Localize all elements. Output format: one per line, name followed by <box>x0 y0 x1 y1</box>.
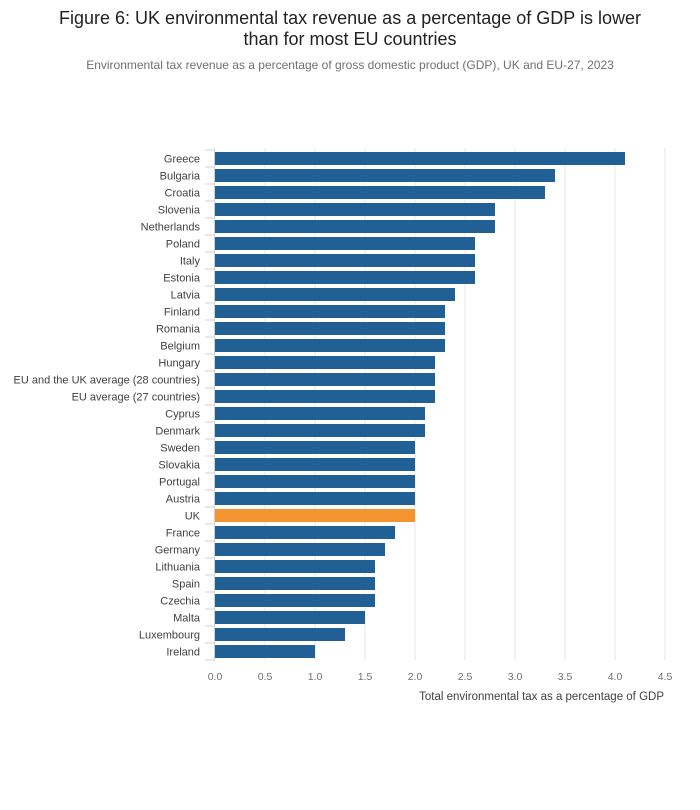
bar <box>215 594 375 607</box>
category-label: EU and the UK average (28 countries) <box>14 375 201 387</box>
category-label: France <box>166 528 200 540</box>
chart-title-line-1: Figure 6: UK environmental tax revenue a… <box>59 8 641 28</box>
bar <box>215 237 475 250</box>
category-label: Finland <box>164 307 200 319</box>
category-label: Denmark <box>155 426 200 438</box>
chart-title: Figure 6: UK environmental tax revenue a… <box>0 8 700 50</box>
x-tick-label: 3.0 <box>508 671 523 683</box>
x-tick-label: 0.0 <box>208 671 223 683</box>
gridlines <box>214 148 666 660</box>
category-label: Czechia <box>160 596 201 608</box>
bar <box>215 577 375 590</box>
x-axis-title: Total environmental tax as a percentage … <box>419 691 664 703</box>
bar <box>215 441 415 454</box>
x-tick-label: 2.0 <box>408 671 423 683</box>
bar <box>215 492 415 505</box>
bar <box>215 475 415 488</box>
category-label: Austria <box>166 494 201 506</box>
bar <box>215 611 365 624</box>
category-label: Spain <box>172 579 200 591</box>
category-label: Latvia <box>171 290 201 302</box>
category-label: Luxembourg <box>139 630 200 642</box>
bar <box>215 526 395 539</box>
category-label: Greece <box>164 154 200 166</box>
bar <box>215 254 475 267</box>
category-label: Slovakia <box>158 460 200 472</box>
bar <box>215 322 445 335</box>
x-tick-label: 1.5 <box>358 671 373 683</box>
bar <box>215 560 375 573</box>
category-label: Cyprus <box>165 409 200 421</box>
category-label: Poland <box>166 239 200 251</box>
x-tick-label: 3.5 <box>558 671 573 683</box>
bar <box>215 356 435 369</box>
bars-group <box>215 152 625 658</box>
category-label: Slovenia <box>158 205 201 217</box>
bar <box>215 203 495 216</box>
bar <box>215 424 425 437</box>
category-label: Ireland <box>166 647 200 659</box>
bar <box>215 186 545 199</box>
bar <box>215 407 425 420</box>
category-label: Croatia <box>165 188 201 200</box>
bar <box>215 458 415 471</box>
bar <box>215 220 495 233</box>
category-label: EU average (27 countries) <box>72 392 200 404</box>
x-tick-label: 0.5 <box>258 671 273 683</box>
category-label: Lithuania <box>155 562 201 574</box>
bar <box>215 628 345 641</box>
category-label: Sweden <box>160 443 200 455</box>
chart-subtitle: Environmental tax revenue as a percentag… <box>86 58 614 72</box>
x-tick-labels: 0.0 0.5 1.0 1.5 2.0 2.5 3.0 3.5 4.0 4.5 <box>208 671 673 683</box>
x-tick-label: 1.0 <box>308 671 323 683</box>
category-ticks <box>205 149 215 661</box>
category-label: Hungary <box>158 358 200 370</box>
bar <box>215 169 555 182</box>
category-label: Belgium <box>160 341 200 353</box>
category-label: Italy <box>180 256 201 268</box>
category-label: UK <box>185 511 201 523</box>
bar <box>215 543 385 556</box>
bar <box>215 509 415 522</box>
category-label: Netherlands <box>141 222 201 234</box>
bar <box>215 645 315 658</box>
x-tick-label: 4.5 <box>658 671 673 683</box>
bar <box>215 373 435 386</box>
category-label: Portugal <box>159 477 200 489</box>
category-labels: Greece Bulgaria Croatia Slovenia Netherlands… <box>14 154 201 659</box>
bar <box>215 288 455 301</box>
category-label: Bulgaria <box>160 171 201 183</box>
category-label: Estonia <box>163 273 201 285</box>
category-label: Romania <box>156 324 201 336</box>
chart-title-line-2: than for most EU countries <box>243 29 457 49</box>
bar <box>215 152 625 165</box>
bar <box>215 305 445 318</box>
x-tick-label: 2.5 <box>458 671 473 683</box>
bar <box>215 390 435 403</box>
category-label: Germany <box>155 545 201 557</box>
bar <box>215 339 445 352</box>
bar <box>215 271 475 284</box>
category-label: Malta <box>173 613 201 625</box>
x-tick-label: 4.0 <box>608 671 623 683</box>
